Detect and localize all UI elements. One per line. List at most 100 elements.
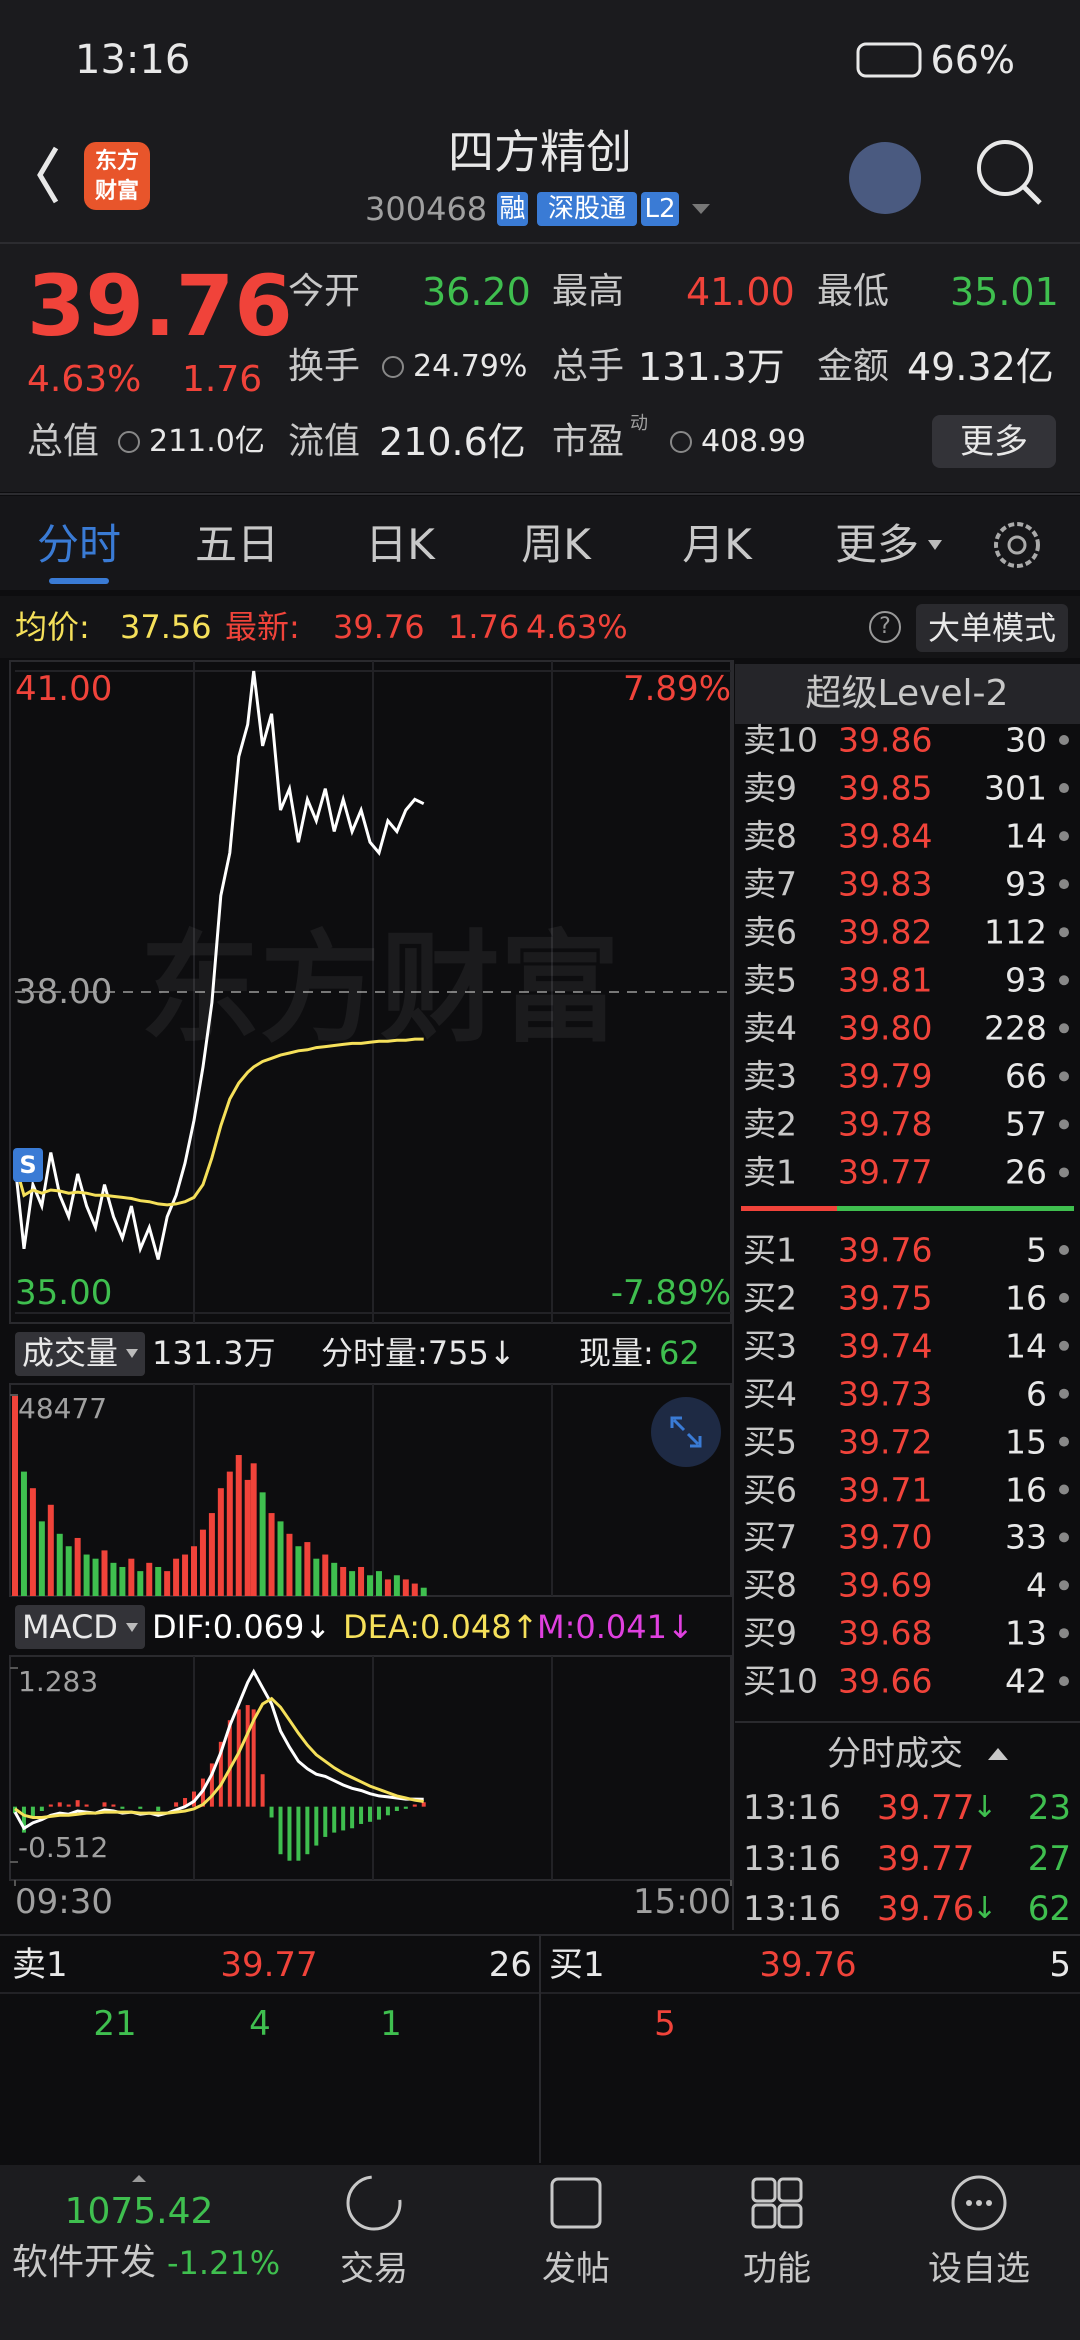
- nav-icon: [777, 2203, 803, 2229]
- macd-bar: [323, 1806, 328, 1837]
- settings-icon: [994, 522, 1040, 568]
- nav-item[interactable]: 功能: [743, 2249, 811, 2289]
- indicator-name[interactable]: 成交量: [22, 1334, 119, 1372]
- book-volume: 5: [1026, 1230, 1047, 1270]
- book-level: 买10: [743, 1661, 818, 1701]
- nav-item[interactable]: 设自选: [928, 2249, 1030, 2289]
- macd-bar: [376, 1806, 381, 1820]
- book-price: 39.80: [838, 1008, 933, 1048]
- volume-bar: [244, 1479, 251, 1596]
- tab[interactable]: 日K: [365, 520, 435, 569]
- dropdown-arrow: [928, 540, 942, 550]
- book-dot: [1059, 1245, 1069, 1255]
- tab[interactable]: 月K: [682, 520, 752, 569]
- book-level: 卖8: [743, 816, 797, 856]
- tabs-bg: [0, 496, 1080, 590]
- volume-bar: [331, 1562, 338, 1596]
- book-level: 卖3: [743, 1056, 797, 1096]
- field-label: 总值: [27, 421, 100, 462]
- tab[interactable]: 周K: [521, 520, 591, 569]
- more-button: [932, 415, 1056, 468]
- bid-price: 39.76: [759, 1945, 857, 1985]
- nav-icon: [966, 2200, 972, 2206]
- book-level: 买5: [743, 1422, 797, 1462]
- battery-level: 66%: [930, 38, 1015, 82]
- field-label: 换手: [288, 346, 361, 387]
- field-label: 流值: [288, 421, 361, 462]
- volume-bar: [119, 1566, 126, 1596]
- book-dot: [1059, 1532, 1069, 1543]
- volume-bar: [349, 1571, 356, 1596]
- macd-bar: [30, 1806, 35, 1818]
- last-price: 39.76: [333, 608, 425, 646]
- book-dot: [1059, 1167, 1069, 1178]
- book-dot: [1059, 1071, 1069, 1082]
- book-price: 39.72: [838, 1422, 933, 1462]
- ask-order: 4: [249, 2004, 271, 2044]
- tab[interactable]: 分时: [36, 520, 122, 569]
- index-value[interactable]: 1075.42: [64, 2191, 214, 2232]
- book-price: 39.74: [838, 1326, 933, 1366]
- book-dot: [1059, 927, 1069, 938]
- macd-bar: [278, 1806, 283, 1855]
- macd-bar: [156, 1806, 161, 1811]
- book-price: 39.69: [838, 1565, 933, 1605]
- stock-name: 四方精创: [448, 125, 632, 179]
- nav-item[interactable]: 发帖: [542, 2249, 610, 2289]
- ask-volume: 26: [488, 1945, 532, 1985]
- help-icon[interactable]: ?: [879, 614, 891, 639]
- search-icon: [977, 140, 1033, 196]
- volume-bar: [358, 1566, 365, 1596]
- book-level: 买4: [743, 1374, 797, 1414]
- book-volume: 93: [1005, 960, 1047, 1000]
- panel-frame: [9, 1655, 732, 1881]
- book-volume: 13: [1005, 1613, 1047, 1653]
- book-level: 买9: [743, 1613, 797, 1653]
- book-dot: [1059, 1628, 1069, 1639]
- book-dot: [1059, 975, 1069, 986]
- macd-bar: [245, 1705, 250, 1807]
- series-line: [13, 1037, 424, 1207]
- y-tick-label: -0.512: [18, 1831, 109, 1864]
- tag: 深股通: [547, 194, 627, 224]
- book-price: 39.76: [838, 1230, 933, 1270]
- nav-item[interactable]: 交易: [340, 2249, 408, 2289]
- index-change[interactable]: -1.21%: [167, 2244, 281, 2282]
- macd-bar: [421, 1802, 426, 1807]
- index-name[interactable]: 软件开发: [12, 2242, 157, 2283]
- volume-bar: [393, 1575, 400, 1596]
- trades-title: 分时成交: [827, 1734, 963, 1774]
- field-value: 408.99: [701, 424, 806, 459]
- macd-bar: [251, 1709, 256, 1807]
- book-price: 39.66: [838, 1661, 933, 1701]
- mode-button[interactable]: 大单模式: [927, 609, 1057, 647]
- macd-bar: [21, 1806, 26, 1833]
- volume-bar: [101, 1550, 108, 1596]
- more-button[interactable]: 更多: [960, 422, 1028, 462]
- tag-bg: [497, 192, 528, 226]
- dropdown-box: [15, 1332, 145, 1376]
- nav-icon: [550, 2177, 602, 2229]
- book-level: 买3: [743, 1326, 797, 1366]
- ask-order: 21: [93, 2004, 137, 2044]
- volume-bar: [182, 1554, 189, 1596]
- macd-bar: [314, 1806, 319, 1846]
- dea-value: DEA:0.048↑: [343, 1608, 539, 1646]
- tab[interactable]: 更多: [834, 520, 920, 569]
- nav-icon: [986, 2200, 992, 2206]
- indicator-name[interactable]: MACD: [22, 1608, 118, 1646]
- macd-bar: [368, 1806, 373, 1822]
- trade-arrow: ↓: [972, 1891, 998, 1926]
- tab[interactable]: 五日: [194, 520, 280, 569]
- volume-bar: [128, 1558, 135, 1596]
- book-level: 买2: [743, 1278, 797, 1318]
- book-price: 39.86: [838, 720, 933, 760]
- volume-bar: [250, 1463, 257, 1596]
- tick-volume: 分时量:755↓: [321, 1334, 516, 1372]
- volume-bar: [259, 1492, 266, 1596]
- book-dot: [1059, 1676, 1069, 1687]
- current-volume-label: 现量:: [579, 1334, 654, 1372]
- y-tick-label: 38.00: [15, 972, 113, 1012]
